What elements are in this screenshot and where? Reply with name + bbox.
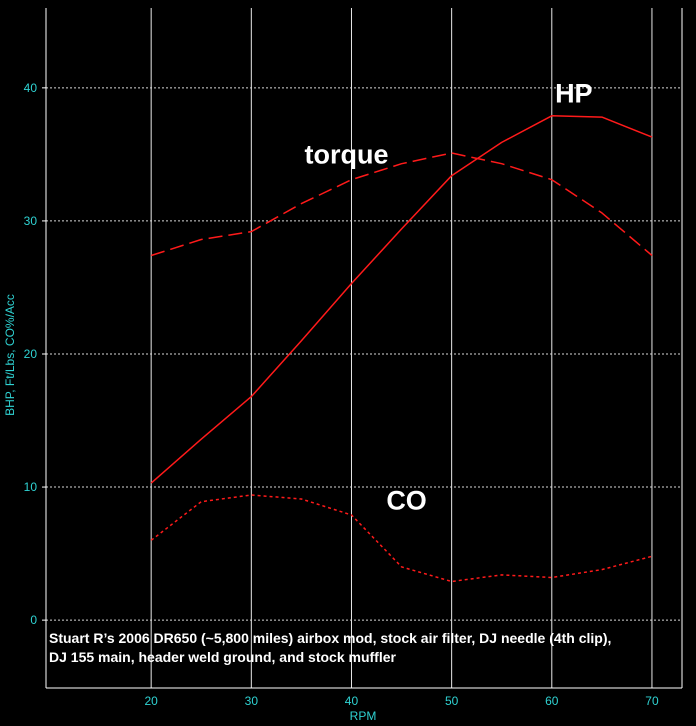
y-tick-label: 30 — [24, 214, 38, 228]
x-tick-label: 40 — [345, 694, 359, 708]
series-group — [150, 115, 653, 583]
x-tick-label: 60 — [545, 694, 559, 708]
axes: 20 30 40 50 60 70 0 10 20 30 40 — [24, 8, 683, 708]
x-tick-label: 70 — [645, 694, 659, 708]
caption-line-1: Stuart R’s 2006 DR650 (~5,800 miles) air… — [49, 630, 611, 646]
annotation-hp: HP — [555, 78, 593, 108]
series-labels: HP torque CO — [304, 78, 592, 515]
x-tick-label: 30 — [245, 694, 259, 708]
x-tick-label: 20 — [144, 694, 158, 708]
annotation-torque: torque — [304, 140, 388, 170]
x-tick-label: 50 — [445, 694, 459, 708]
x-axis-title: RPM — [350, 709, 377, 723]
grid — [46, 8, 682, 688]
annotation-co: CO — [386, 486, 427, 516]
y-axis-title: BHP, Ft/Lbs, CO%/Acc — [3, 294, 17, 416]
y-tick-label: 0 — [30, 613, 37, 627]
caption-line-2: DJ 155 main, header weld ground, and sto… — [49, 649, 397, 665]
series-line-torque — [150, 152, 653, 257]
y-tick-label: 40 — [24, 81, 38, 95]
series-line-hp — [150, 115, 653, 484]
y-tick-label: 10 — [24, 480, 38, 494]
y-tick-label: 20 — [24, 347, 38, 361]
series-line-co — [150, 494, 653, 583]
